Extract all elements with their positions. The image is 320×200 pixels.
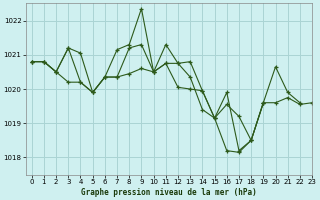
X-axis label: Graphe pression niveau de la mer (hPa): Graphe pression niveau de la mer (hPa) <box>81 188 257 197</box>
